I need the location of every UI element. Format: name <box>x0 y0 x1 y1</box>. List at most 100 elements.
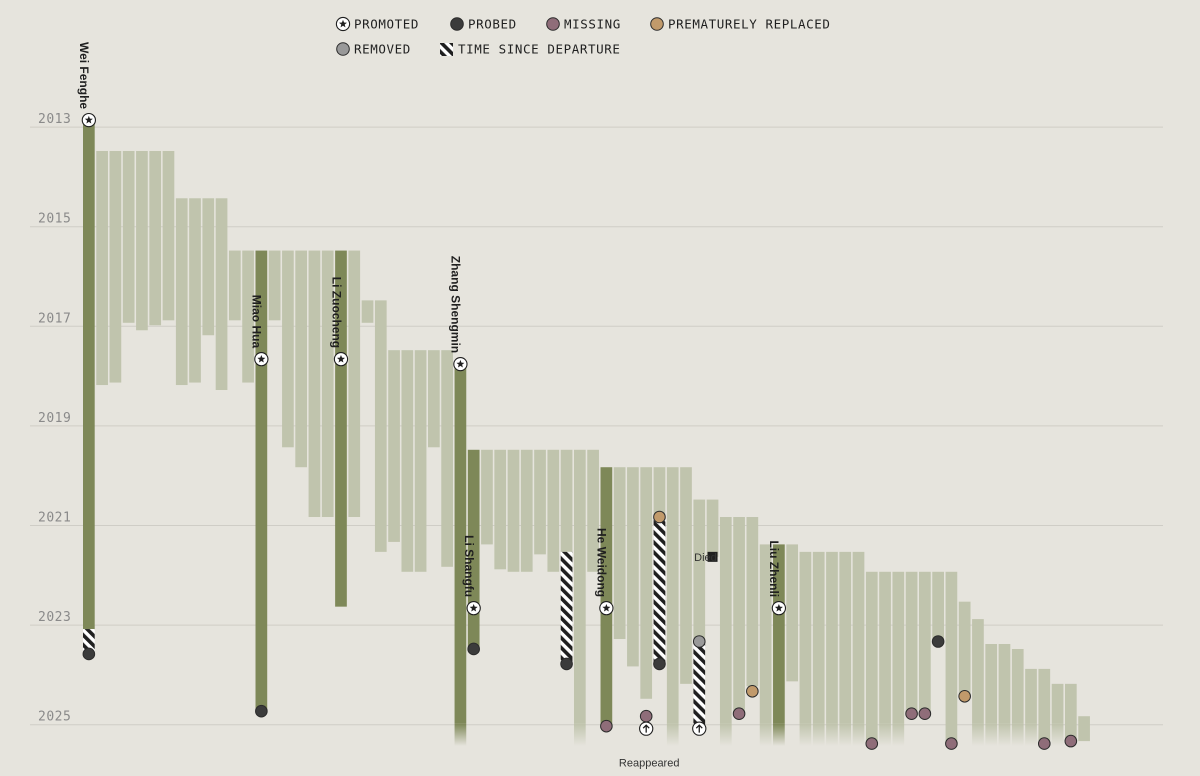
bar-fade <box>1011 723 1024 747</box>
star-icon <box>84 115 93 124</box>
reappeared-label: Reappeared <box>619 758 680 770</box>
missing-marker <box>1037 737 1051 750</box>
bar <box>613 467 626 640</box>
name-label: Wei Fenghe <box>77 42 91 109</box>
died-marker <box>707 551 718 562</box>
legend-probed-swatch <box>450 17 464 31</box>
bar-hatch <box>83 629 95 654</box>
bar <box>83 121 95 630</box>
bar <box>1011 648 1024 724</box>
y-tick-label: 2017 <box>38 311 71 326</box>
bar-fade <box>1025 723 1037 747</box>
replaced-marker <box>958 689 971 703</box>
bar <box>1038 668 1051 744</box>
star-icon <box>257 354 266 363</box>
bar <box>627 467 639 667</box>
bar <box>467 449 480 647</box>
bar <box>706 499 719 557</box>
bar <box>560 449 573 552</box>
bar <box>892 571 905 724</box>
legend-missing-label: MISSING <box>564 17 621 32</box>
bar <box>335 250 347 607</box>
bar <box>295 250 308 468</box>
bar <box>746 517 759 687</box>
bar-fade <box>759 723 772 747</box>
bar <box>268 250 281 321</box>
bar <box>348 250 361 518</box>
name-label: Li Shangfu <box>462 535 476 597</box>
legend-replaced-swatch <box>650 17 664 31</box>
bar <box>799 551 812 724</box>
bar <box>361 300 374 323</box>
bars <box>83 121 1090 747</box>
bar-fade <box>812 723 825 747</box>
bar <box>945 571 958 744</box>
probed-marker <box>467 642 480 656</box>
bar-fade <box>773 723 785 747</box>
bar <box>865 571 878 744</box>
missing-marker <box>905 707 918 721</box>
bar <box>985 644 998 724</box>
bar <box>773 544 785 724</box>
bar <box>653 467 666 518</box>
bar <box>255 250 268 712</box>
bar <box>428 350 440 448</box>
bar-fade <box>998 723 1011 747</box>
bar-fade <box>985 723 998 747</box>
bar <box>202 198 215 336</box>
name-label: Miao Hua <box>250 295 264 349</box>
bar <box>919 571 931 714</box>
bar <box>109 150 122 383</box>
bar-fade <box>573 723 586 747</box>
bar <box>388 350 400 542</box>
missing-marker <box>1064 734 1078 748</box>
probed-marker <box>653 657 666 671</box>
bar <box>733 517 745 714</box>
bar <box>587 449 599 572</box>
name-label: He Weidong <box>595 528 609 597</box>
bar-fade <box>826 723 838 747</box>
bar <box>136 150 148 331</box>
bar-fade <box>892 723 905 747</box>
died-label: Died <box>694 552 717 564</box>
legend-missing-swatch <box>546 17 560 31</box>
replaced-marker <box>746 685 759 698</box>
bar <box>189 198 201 383</box>
bar-fade <box>839 723 852 747</box>
bar-fade <box>799 723 812 747</box>
bar <box>454 365 467 724</box>
bar <box>414 350 427 572</box>
legend-hatch-swatch <box>440 43 453 56</box>
star-icon <box>774 603 783 612</box>
annotations: Died Reappeared <box>619 552 717 770</box>
name-labels: Wei Fenghe Miao Hua Li Zuocheng Zhang Sheng… <box>77 42 781 597</box>
bar <box>215 198 228 391</box>
bar-fade <box>1051 723 1064 747</box>
bar <box>96 150 108 386</box>
bar-fade <box>454 723 467 747</box>
arrow-up-icon <box>695 724 703 733</box>
y-tick-label: 2013 <box>38 112 71 127</box>
bar <box>680 467 692 684</box>
bar-fade <box>972 723 984 747</box>
bar <box>520 449 533 572</box>
y-tick-label: 2015 <box>38 212 71 227</box>
bar-hatch <box>653 517 666 664</box>
name-label: Li Zuocheng <box>329 277 343 348</box>
star-icon <box>469 603 478 612</box>
bar <box>175 198 188 386</box>
y-tick-label: 2023 <box>38 610 71 625</box>
legend: PROMOTED PROBED MISSING PREMATURELY REPLACE… <box>335 17 830 57</box>
star-icon <box>602 603 611 612</box>
arrow-up-icon <box>642 724 650 733</box>
bar-fade <box>852 723 865 747</box>
bar <box>242 250 254 383</box>
bar <box>972 619 984 724</box>
missing-marker <box>865 737 879 750</box>
bar <box>812 551 825 724</box>
missing-marker <box>639 709 653 723</box>
bar-fade <box>879 723 891 747</box>
bar <box>228 250 241 321</box>
bar <box>494 449 507 570</box>
